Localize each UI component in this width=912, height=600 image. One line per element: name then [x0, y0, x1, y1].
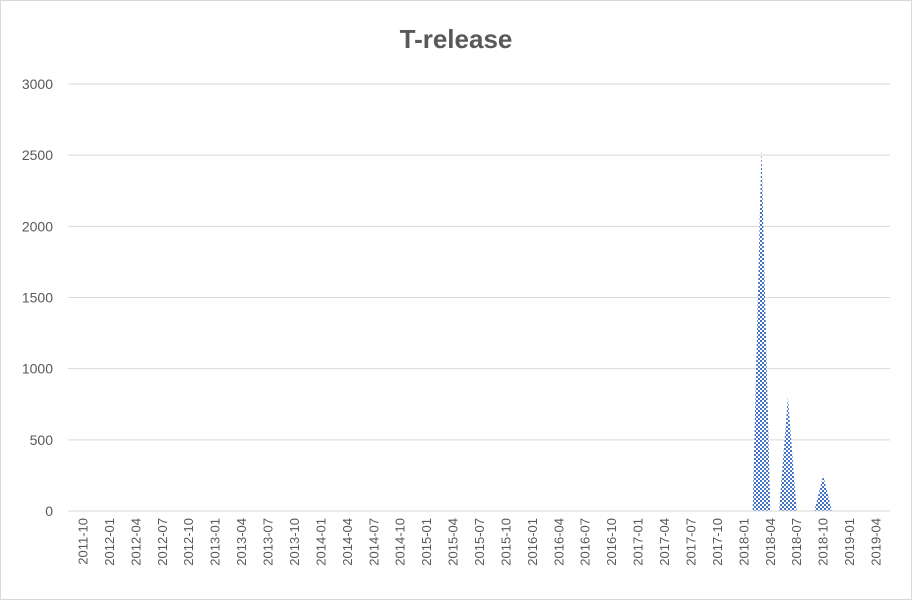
x-tick-label: 2011-10	[76, 518, 91, 565]
x-tick-label: 2016-01	[525, 518, 540, 566]
y-tick-label: 1500	[22, 290, 53, 306]
x-tick-label: 2012-07	[155, 518, 170, 566]
x-tick-label: 2015-04	[446, 518, 461, 566]
x-tick-label: 2018-01	[736, 518, 751, 566]
x-tick-label: 2014-07	[366, 518, 381, 566]
y-tick-label: 0	[45, 503, 53, 519]
x-tick-label: 2017-01	[631, 518, 646, 566]
x-tick-label: 2013-01	[208, 518, 223, 566]
x-tick-label: 2016-04	[551, 518, 566, 566]
x-tick-label: 2012-01	[102, 518, 117, 566]
x-tick-label: 2018-07	[789, 518, 804, 566]
y-axis: 0 500 1000 1500 2000 2500 3000	[22, 76, 53, 519]
x-tick-label: 2019-01	[842, 518, 857, 566]
x-tick-label: 2015-10	[498, 518, 513, 566]
x-tick-label: 2013-07	[261, 518, 276, 566]
data-point-2018-03	[761, 148, 762, 149]
x-tick-label: 2014-04	[340, 518, 355, 566]
x-tick-label: 2018-04	[763, 518, 778, 566]
series-area-0	[743, 148, 841, 512]
x-tick-label: 2012-10	[181, 518, 196, 566]
x-tick-label: 2017-07	[683, 518, 698, 566]
x-tick-label: 2018-10	[816, 518, 831, 566]
x-tick-label: 2012-04	[128, 518, 143, 566]
x-tick-label: 2015-07	[472, 518, 487, 566]
x-tick-label: 2017-10	[710, 518, 725, 566]
x-tick-label: 2013-10	[287, 518, 302, 566]
y-tick-label: 3000	[22, 76, 53, 92]
x-tick-label: 2014-10	[393, 518, 408, 566]
y-tick-label: 2500	[22, 147, 53, 163]
x-tick-label: 2014-01	[313, 518, 328, 566]
y-tick-label: 1000	[22, 361, 53, 377]
y-tick-label: 2000	[22, 218, 53, 234]
x-tick-label: 2013-04	[234, 518, 249, 566]
chart-title: T-release	[400, 24, 513, 54]
x-axis: 2011-10 2012-01 2012-04 2012-07 2012-10 2013-…	[68, 510, 890, 566]
y-tick-label: 500	[30, 432, 54, 448]
x-tick-label: 2016-07	[578, 518, 593, 566]
data-point-2018-10	[823, 475, 824, 476]
x-tick-label: 2019-04	[869, 518, 884, 566]
x-tick-label: 2017-04	[657, 518, 672, 566]
x-tick-label: 2015-01	[419, 518, 434, 566]
data-point-2018-06	[787, 397, 788, 398]
x-tick-label: 2016-10	[604, 518, 619, 566]
plot-area	[743, 148, 841, 512]
